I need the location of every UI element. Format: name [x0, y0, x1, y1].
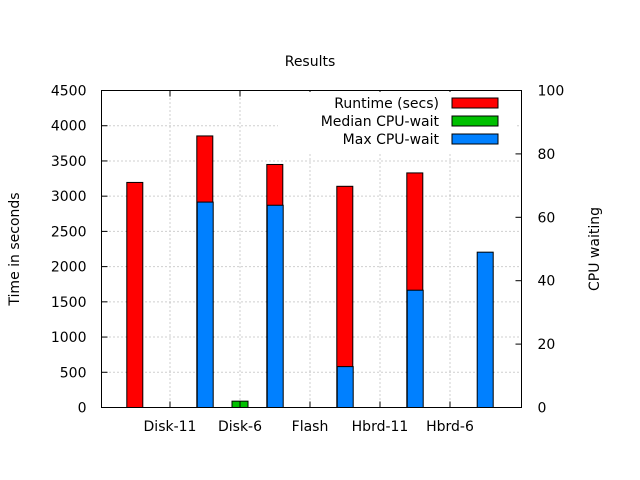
x-tick-label: Hbrd-6 — [426, 419, 474, 435]
legend-swatch — [451, 133, 499, 145]
bar-max-cpu-wait — [266, 204, 284, 408]
axis-ticks: 050010001500200025003000350040004500Disk… — [51, 84, 564, 436]
legend-swatch — [451, 115, 499, 127]
bar-runtime-secs — [126, 181, 144, 408]
x-tick-label: Hbrd-11 — [352, 419, 409, 435]
x-tick-label: Disk-11 — [144, 419, 197, 435]
x-tick-label: Disk-6 — [218, 419, 262, 435]
bar-max-cpu-wait — [476, 251, 494, 408]
y2-axis-label: CPU waiting — [587, 207, 603, 291]
y-tick-label: 2000 — [51, 260, 87, 276]
plot-frame — [101, 90, 522, 408]
y2-tick-label: 0 — [538, 401, 547, 417]
bar-max-cpu-wait — [196, 201, 214, 408]
x-tick-label: Flash — [292, 419, 329, 435]
legend-label: Median CPU-wait — [321, 114, 440, 130]
y2-tick-label: 20 — [538, 337, 556, 353]
chart-title: Results — [285, 54, 336, 70]
bar-max-cpu-wait — [336, 366, 354, 408]
y-tick-label: 4500 — [51, 84, 87, 100]
y-tick-label: 2500 — [51, 224, 87, 240]
y-tick-label: 500 — [60, 365, 87, 381]
y2-tick-label: 80 — [538, 147, 556, 163]
y-tick-label: 3000 — [51, 189, 87, 205]
y-axis-label: Time in seconds — [7, 192, 23, 306]
y-tick-label: 1500 — [51, 295, 87, 311]
bar-max-cpu-wait — [406, 289, 424, 408]
y2-tick-label: 40 — [538, 274, 556, 290]
y-tick-label: 0 — [78, 401, 87, 417]
legend: Runtime (secs) Median CPU-wait Max CPU-wai… — [278, 92, 516, 152]
y2-tick-label: 60 — [538, 210, 556, 226]
legend-swatch — [451, 97, 499, 109]
y-tick-label: 4000 — [51, 119, 87, 135]
y2-tick-label: 100 — [538, 84, 565, 100]
legend-label: Max CPU-wait — [343, 132, 440, 148]
y-tick-label: 3500 — [51, 154, 87, 170]
y-tick-label: 1000 — [51, 330, 87, 346]
legend-label: Runtime (secs) — [334, 96, 439, 112]
